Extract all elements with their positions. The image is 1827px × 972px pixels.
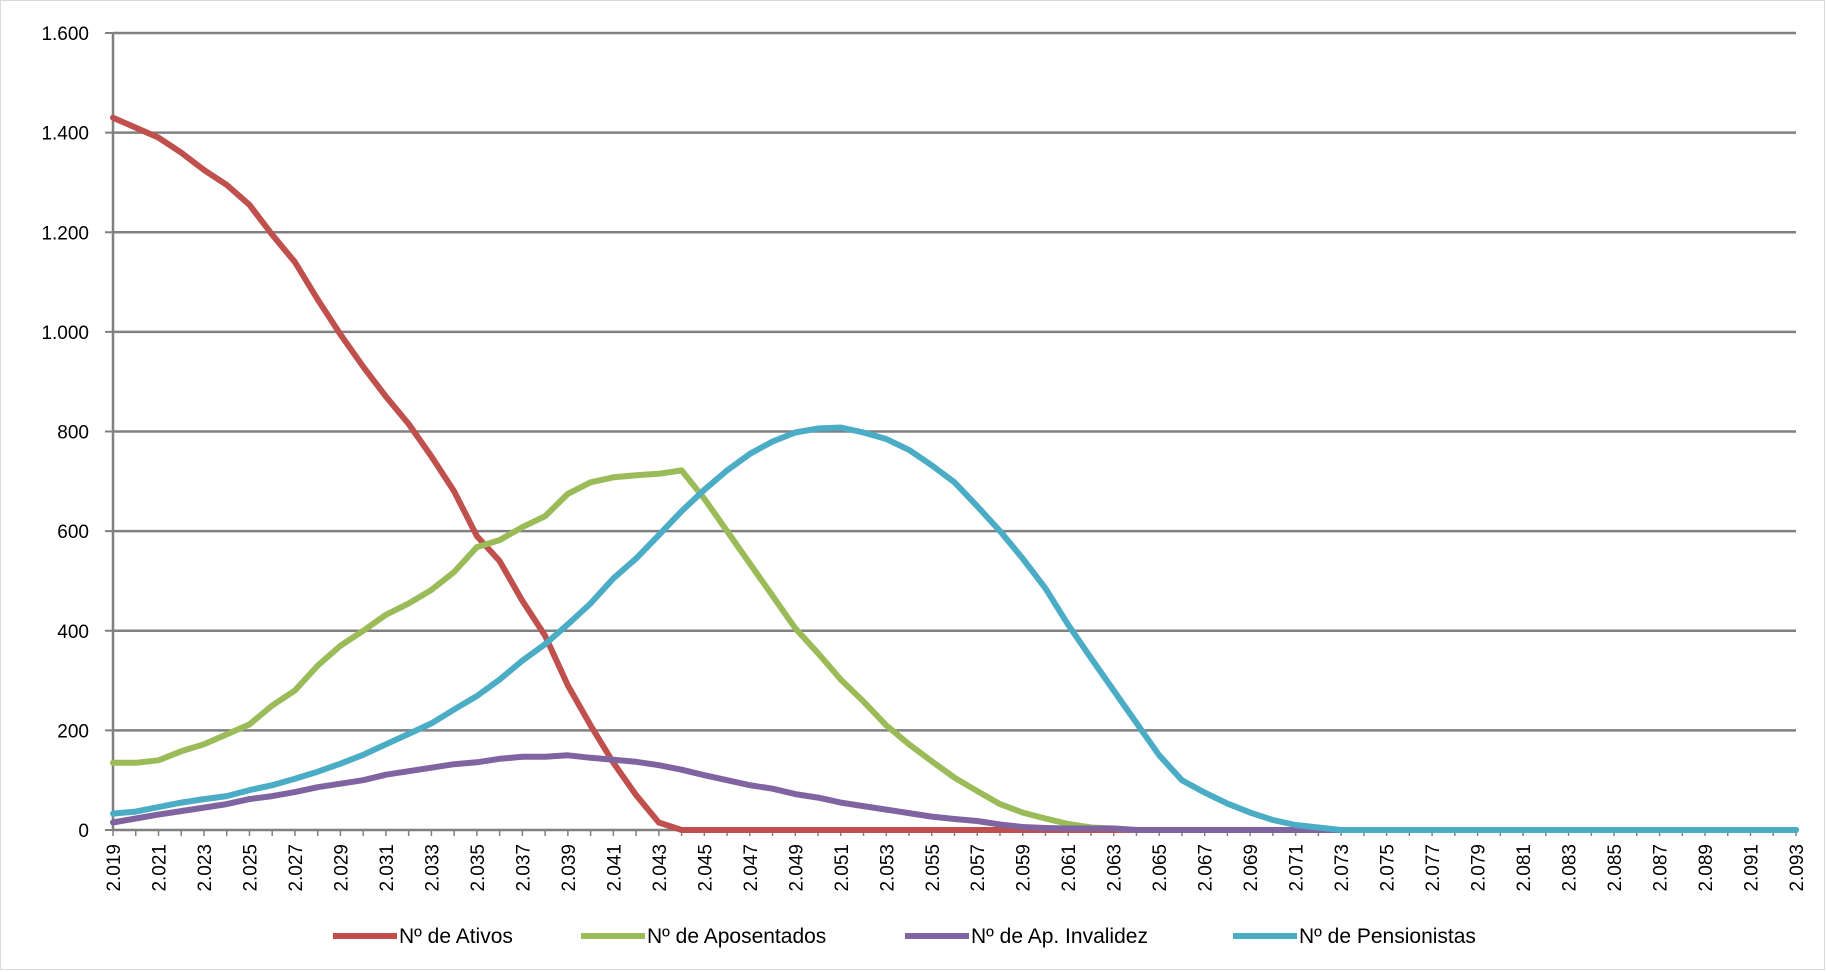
x-tick-label: 2.067 [1196,844,1217,892]
legend: Nº de Ativos Nº de Aposentados Nº de Ap. I… [333,925,1476,948]
x-tick-label: 2.087 [1651,844,1672,892]
x-tick-label: 2.075 [1378,844,1399,892]
gridlines [113,31,1796,732]
legend-label: Nº de Pensionistas [1299,925,1476,948]
y-tick-label: 200 [57,721,89,742]
axes [105,32,1797,836]
x-tick-label: 2.023 [195,844,216,892]
legend-label: Nº de Ativos [399,925,513,948]
x-tick-label: 2.051 [832,844,853,892]
x-tick-label: 2.083 [1560,844,1581,892]
x-tick-label: 2.093 [1787,844,1808,892]
x-tick-label: 2.057 [968,844,989,892]
x-tick-labels: 2.019 2.021 2.023 2.025 2.027 2.029 2.031 2.033… [104,844,1808,892]
legend-label: Nº de Ap. Invalidez [971,925,1148,948]
x-tick-label: 2.021 [149,844,170,892]
x-tick-label: 2.047 [741,844,762,892]
series-line-2 [110,467,1799,833]
x-tick-label: 2.055 [923,844,944,892]
y-tick-label: 1.600 [41,24,89,45]
y-tick-labels: 0 200 400 600 800 1.000 1.200 1.400 1.600 [41,24,89,842]
x-tick-label: 2.039 [559,844,580,892]
x-tick-label: 2.037 [513,844,534,892]
x-tick-label: 2.085 [1605,844,1626,892]
x-tick-label: 2.053 [877,844,898,892]
x-tick-label: 2.077 [1423,844,1444,892]
y-tick-label: 0 [78,821,89,842]
series-line-1 [110,114,1799,833]
x-tick-label: 2.031 [377,844,398,892]
x-tick-label: 2.079 [1469,844,1490,892]
x-tick-label: 2.073 [1332,844,1353,892]
x-tick-label: 2.029 [331,844,352,892]
legend-label: Nº de Aposentados [647,925,826,948]
y-tick-label: 1.000 [41,323,89,344]
series-line-4 [110,424,1799,833]
x-tick-label: 2.065 [1150,844,1171,892]
x-tick-label: 2.027 [286,844,307,892]
x-tick-label: 2.045 [695,844,716,892]
x-tick-label: 2.091 [1742,844,1763,892]
x-tick-label: 2.043 [650,844,671,892]
x-tick-label: 2.069 [1241,844,1262,892]
x-tick-label: 2.025 [240,844,261,892]
x-tick-label: 2.041 [604,844,625,892]
series-lines [110,114,1799,833]
x-tick-label: 2.089 [1696,844,1717,892]
x-tick-label: 2.063 [1105,844,1126,892]
y-tick-label: 800 [57,423,89,444]
y-tick-label: 1.200 [41,223,89,244]
x-tick-label: 2.019 [104,844,125,892]
x-tick-label: 2.061 [1059,844,1080,892]
x-tick-label: 2.049 [786,844,807,892]
x-tick-label: 2.035 [468,844,489,892]
y-tick-label: 400 [57,622,89,643]
x-tick-label: 2.071 [1287,844,1308,892]
series-line-3 [110,752,1799,833]
x-tick-label: 2.033 [422,844,443,892]
y-tick-label: 1.400 [41,124,89,145]
x-tick-label: 2.059 [1014,844,1035,892]
x-tick-label: 2.081 [1514,844,1535,892]
y-tick-label: 600 [57,522,89,543]
